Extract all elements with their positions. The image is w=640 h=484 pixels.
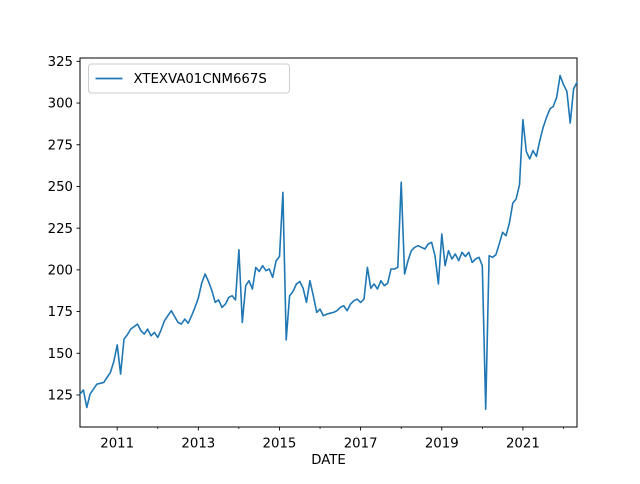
x-tick-label: 2019 (425, 437, 459, 452)
y-tick-label: 250 (48, 180, 73, 195)
y-tick-label: 275 (48, 138, 73, 153)
y-tick-label: 175 (48, 305, 73, 320)
x-axis-ticks: 2011 2013 2015 2017 2019 2021 (100, 427, 564, 452)
y-tick-label: 125 (48, 389, 73, 404)
data-line (79, 74, 578, 411)
y-tick-label: 225 (48, 222, 73, 237)
legend: XTEXVA01CNM667S (88, 63, 290, 94)
y-tick-label: 300 (48, 97, 73, 112)
x-tick-label: 2011 (100, 437, 134, 452)
x-tick-label: 2017 (344, 437, 378, 452)
x-tick-label: 2013 (181, 437, 215, 452)
x-axis-label: DATE (311, 453, 346, 468)
y-tick-label: 150 (48, 347, 73, 362)
legend-box (88, 63, 290, 94)
y-tick-label: 325 (48, 55, 73, 70)
y-axis-ticks: 125 150 175 200 225 250 275 300 325 (48, 55, 80, 404)
legend-label: XTEXVA01CNM667S (134, 72, 267, 87)
x-tick-label: 2021 (506, 437, 540, 452)
y-tick-label: 200 (48, 263, 73, 278)
x-tick-label: 2015 (263, 437, 297, 452)
plot-border (79, 57, 578, 428)
